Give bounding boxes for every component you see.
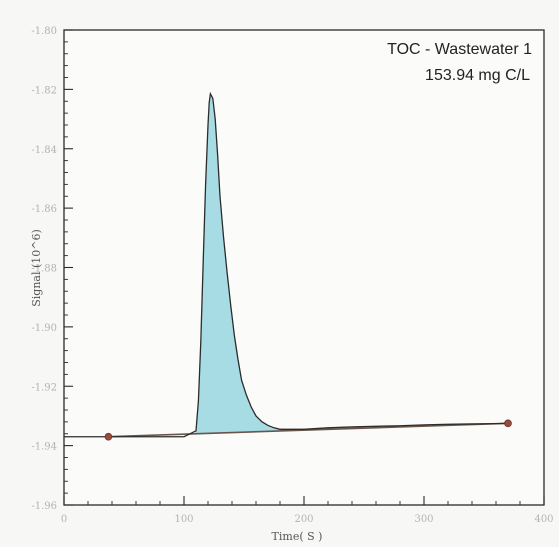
y-tick-label: -1.86 [31, 204, 57, 215]
y-tick-label: -1.96 [31, 501, 57, 512]
y-axis-title: Signal (10^6) [30, 229, 43, 307]
y-tick-label: -1.90 [31, 323, 57, 334]
x-tick-label: 100 [174, 514, 193, 525]
y-tick-label: -1.92 [31, 382, 57, 393]
y-tick-label: -1.80 [31, 26, 57, 37]
baseline-line [108, 422, 509, 438]
x-tick-label: 0 [61, 514, 67, 525]
x-axis-title: Time( S ) [272, 530, 323, 543]
baseline-start-marker [104, 432, 113, 441]
plot-area-background [64, 30, 544, 505]
annotation-line1: TOC - Wastewater 1 [387, 41, 532, 58]
x-tick-label: 300 [414, 514, 433, 525]
x-tick-label: 200 [294, 514, 313, 525]
tick-labels: -1.80 -1.82 -1.84 -1.86 -1.88 -1.90 -1.92 -1.94… [31, 26, 553, 525]
axes [63, 29, 545, 506]
y-tick-label: -1.94 [31, 442, 57, 453]
x-tick-label: 400 [534, 514, 553, 525]
y-tick-label: -1.88 [31, 264, 57, 275]
signal-line-layer [64, 91, 512, 441]
y-tick-label: -1.82 [31, 85, 57, 96]
y-tick-label: -1.84 [31, 145, 57, 156]
baseline-end-marker [504, 419, 512, 428]
annotation-line2: 153.94 mg C/L [425, 67, 530, 84]
signal-line [64, 91, 509, 438]
